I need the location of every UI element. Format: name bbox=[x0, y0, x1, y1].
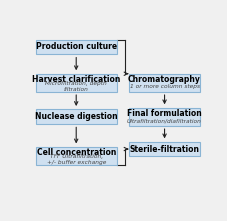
Text: Chromatography: Chromatography bbox=[128, 75, 200, 84]
FancyBboxPatch shape bbox=[129, 142, 199, 156]
Text: Harvest clarification: Harvest clarification bbox=[32, 75, 120, 84]
FancyBboxPatch shape bbox=[35, 40, 116, 54]
Text: Microfiltration, depth
filtration: Microfiltration, depth filtration bbox=[45, 81, 107, 92]
Text: Cell concentration: Cell concentration bbox=[36, 149, 115, 158]
Text: Production culture: Production culture bbox=[35, 42, 116, 51]
Text: Nuclease digestion: Nuclease digestion bbox=[35, 112, 117, 121]
Text: TFF Ultrafiltration,
+/- buffer exchange: TFF Ultrafiltration, +/- buffer exchange bbox=[46, 154, 105, 165]
Text: Sterile-filtration: Sterile-filtration bbox=[129, 145, 199, 154]
FancyBboxPatch shape bbox=[129, 108, 199, 126]
Text: Ultrafiltration/diafiltration: Ultrafiltration/diafiltration bbox=[127, 118, 201, 123]
FancyBboxPatch shape bbox=[129, 74, 199, 92]
Text: Final formulation: Final formulation bbox=[127, 109, 201, 118]
FancyBboxPatch shape bbox=[35, 74, 116, 92]
FancyBboxPatch shape bbox=[35, 147, 116, 165]
Text: 1 or more column steps: 1 or more column steps bbox=[129, 84, 199, 89]
FancyBboxPatch shape bbox=[35, 109, 116, 124]
